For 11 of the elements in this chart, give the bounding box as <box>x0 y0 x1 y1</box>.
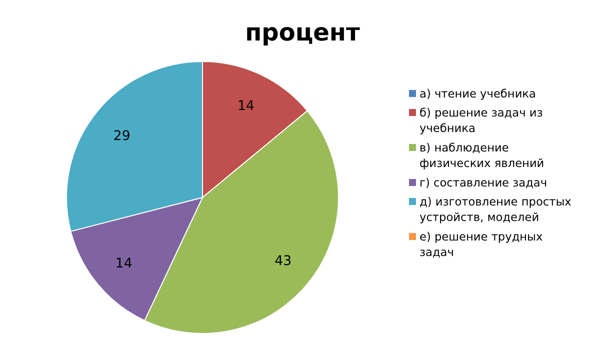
legend-label: е) решение трудных задач <box>420 230 543 259</box>
legend-label: д) изготовление простых устройств, моделей <box>420 194 572 224</box>
chart-title: процент <box>245 18 360 46</box>
data-label: 29 <box>113 128 130 144</box>
legend-label: г) составление задач <box>420 176 548 190</box>
data-label: 14 <box>115 256 132 272</box>
legend-label: в) наблюдение физических явлений <box>420 140 544 170</box>
data-label: 43 <box>274 254 292 270</box>
data-label: 14 <box>237 99 254 114</box>
legend-label: б) решение задач из учебника <box>420 106 543 135</box>
legend-label: а) чтение учебника <box>420 86 536 100</box>
